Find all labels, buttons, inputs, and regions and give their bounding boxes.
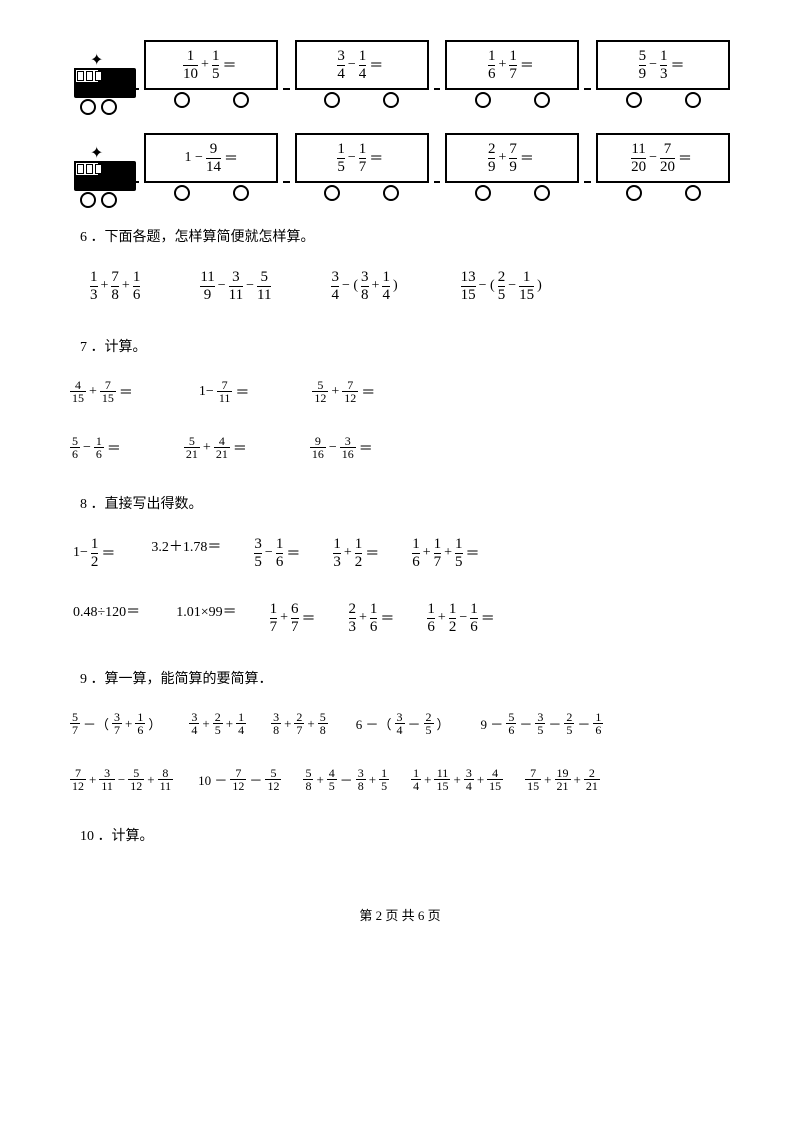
expression: 916−316＝ [310, 435, 376, 460]
expression: 9 －56－35－25－16 [478, 711, 604, 736]
q9-row1: 57－（37+16） 34+25+14 38+27+58 6 －（34－25） 9 －5… [70, 703, 730, 744]
q9-row2: 712+311−512+811 10 －712－512 58+45－38+15 14+… [70, 759, 730, 800]
expression: 35−16＝ [254, 536, 303, 570]
train-car: 16+17＝ [445, 40, 579, 108]
train-car: 1 −914＝ [144, 133, 278, 201]
q8-title: 8 ．直接写出得数。 [80, 493, 730, 513]
q8-row2: 0.48÷120＝ 1.01×99＝ 17+67＝ 23+16＝ 16+12−16＝ [70, 593, 730, 643]
q9-title: 9 ．算一算，能简算的要简算． [80, 668, 730, 688]
train-row: ✦ 1 −914＝15−17＝29+79＝1120−720＝ [70, 133, 730, 201]
train-car: 1120−720＝ [596, 133, 730, 201]
expression: 1−12＝ [70, 536, 118, 570]
trains-container: ✦ 110+15＝34−14＝16+17＝59−13＝ ✦ 1 −914＝15−17＝… [70, 40, 730, 201]
expression: 521+421＝ [184, 435, 250, 460]
expression: 16+12−16＝ [427, 601, 497, 635]
expression: 6 －（34－25） [353, 711, 453, 736]
expression: 14+1115+34+415 [411, 767, 503, 792]
expression: 0.48÷120＝ [70, 601, 143, 635]
q6-row: 13+78+16 119−311−511 34− (38+14) 1315− (25−… [90, 261, 730, 311]
expression: 1315− (25−115) [461, 269, 545, 303]
train-car: 110+15＝ [144, 40, 278, 108]
train-engine: ✦ [70, 58, 128, 108]
page-footer: 第 2 页 共 6 页 [70, 905, 730, 924]
expression: 3.2＋1.78＝ [148, 536, 224, 570]
expression: 512+712＝ [312, 379, 378, 404]
train-engine: ✦ [70, 151, 128, 201]
expression: 712+311−512+811 [70, 767, 173, 792]
expression: 13+12＝ [333, 536, 382, 570]
expression: 34+25+14 [189, 711, 246, 736]
expression: 10 －712－512 [195, 767, 281, 792]
expression: 16+17+15＝ [412, 536, 482, 570]
expression: 415+715＝ [70, 379, 136, 404]
expression: 57－（37+16） [70, 711, 164, 736]
expression: 17+67＝ [270, 601, 319, 635]
expression: 715+1921+221 [525, 767, 600, 792]
q8-row1: 1−12＝ 3.2＋1.78＝ 35−16＝ 13+12＝ 16+17+15＝ [70, 528, 730, 578]
expression: 38+27+58 [271, 711, 328, 736]
train-car: 59−13＝ [596, 40, 730, 108]
q10-title: 10 ．计算。 [80, 825, 730, 845]
train-car: 15−17＝ [295, 133, 429, 201]
q7-title: 7 ．计算。 [80, 336, 730, 356]
train-car: 34−14＝ [295, 40, 429, 108]
expression: 119−311−511 [200, 269, 271, 303]
expression: 13+78+16 [90, 269, 140, 303]
expression: 34− (38+14) [331, 269, 400, 303]
expression: 23+16＝ [349, 601, 398, 635]
train-row: ✦ 110+15＝34−14＝16+17＝59−13＝ [70, 40, 730, 108]
expression: 56−16＝ [70, 435, 124, 460]
expression: 1−711＝ [196, 379, 252, 404]
expression: 1.01×99＝ [173, 601, 239, 635]
train-car: 29+79＝ [445, 133, 579, 201]
expression: 58+45－38+15 [303, 767, 389, 792]
q7-row1: 415+715＝ 1−711＝ 512+712＝ [70, 371, 730, 412]
q6-title: 6 ．下面各题，怎样算简便就怎样算。 [80, 226, 730, 246]
q7-row2: 56−16＝ 521+421＝ 916−316＝ [70, 427, 730, 468]
